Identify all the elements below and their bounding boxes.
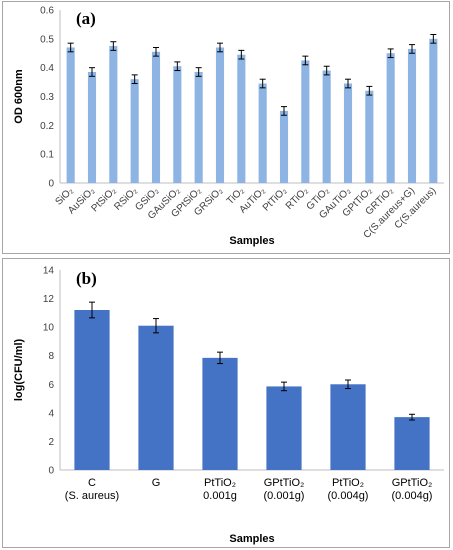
bar [429,38,438,184]
y-axis-title: OD 600nm [13,69,25,124]
bar [394,417,430,470]
y-tick-label: 6 [48,380,54,391]
x-tick-label: (0.004g) [392,490,433,502]
x-tick-label: (0.004g) [328,490,369,502]
x-tick-label: (0.001g) [264,490,305,502]
y-tick-label: 0.2 [40,121,54,132]
bar [266,386,302,470]
bar [343,83,353,183]
panel-label: (b) [76,269,97,288]
bar [87,71,97,183]
bar [258,83,267,183]
x-tick-label: GPtTiO₂ [392,477,433,489]
x-tick-label: C [88,477,96,489]
x-tick-label: GPtTiO₂ [264,477,305,489]
y-tick-label: 0.5 [40,34,54,45]
bar [365,90,374,183]
y-tick-label: 0.3 [40,92,54,103]
x-tick-label: PtTiO₂ [261,185,289,213]
bar [407,48,417,183]
y-tick-label: 14 [43,266,55,277]
bar [66,47,75,183]
y-tick-label: 0 [48,466,54,477]
bar [386,53,395,183]
y-tick-label: 0.1 [40,150,54,161]
y-axis-title: log(CFU/ml) [13,339,25,402]
chart-a-svg: 00.10.20.30.40.50.6SiO₂AuSiO₂PtSiO₂RSiO₂… [13,6,444,247]
bar [279,110,289,183]
bar [237,54,246,183]
bar [215,47,225,183]
y-tick-label: 0.6 [40,6,54,17]
y-tick-label: 4 [48,408,54,419]
x-tick-label: (S. aureus) [65,490,119,502]
y-tick-label: 0.4 [40,63,54,74]
bar [330,384,366,470]
bar [194,71,203,183]
y-tick-label: 12 [43,294,55,305]
y-tick-label: 10 [43,323,55,334]
y-tick-label: 8 [48,351,54,362]
y-tick-label: 2 [48,437,54,448]
panel-label: (a) [76,9,96,28]
bar [301,60,310,184]
chart-panel-a: 0 0.1 0.2 0.3 0.4 0.5 0.6 SiO₂ AuSiO₂ PtSiO₂ RSiO₂… [2,1,450,254]
bar [173,66,182,183]
bar [322,70,331,183]
bar [151,51,161,183]
x-axis-title: Samples [229,533,274,545]
y-tick-label: 0 [48,179,54,190]
x-tick-label: PtSiO₂ [89,185,118,214]
x-tick-label: 0.001g [203,490,237,502]
x-tick-label: G [152,477,161,489]
bar [202,357,238,470]
x-tick-label: PtTiO₂ [204,477,236,489]
x-tick-label: PtTiO₂ [332,477,364,489]
bar [138,325,174,470]
chart-panel-b: 0 2 4 6 8 10 12 14 C (S. aureus) G PtTiO₂ 0.001g GPtT… [2,258,450,548]
bar [74,310,110,470]
bar [109,46,118,183]
bar [130,79,139,183]
x-axis-title: Samples [229,235,274,247]
